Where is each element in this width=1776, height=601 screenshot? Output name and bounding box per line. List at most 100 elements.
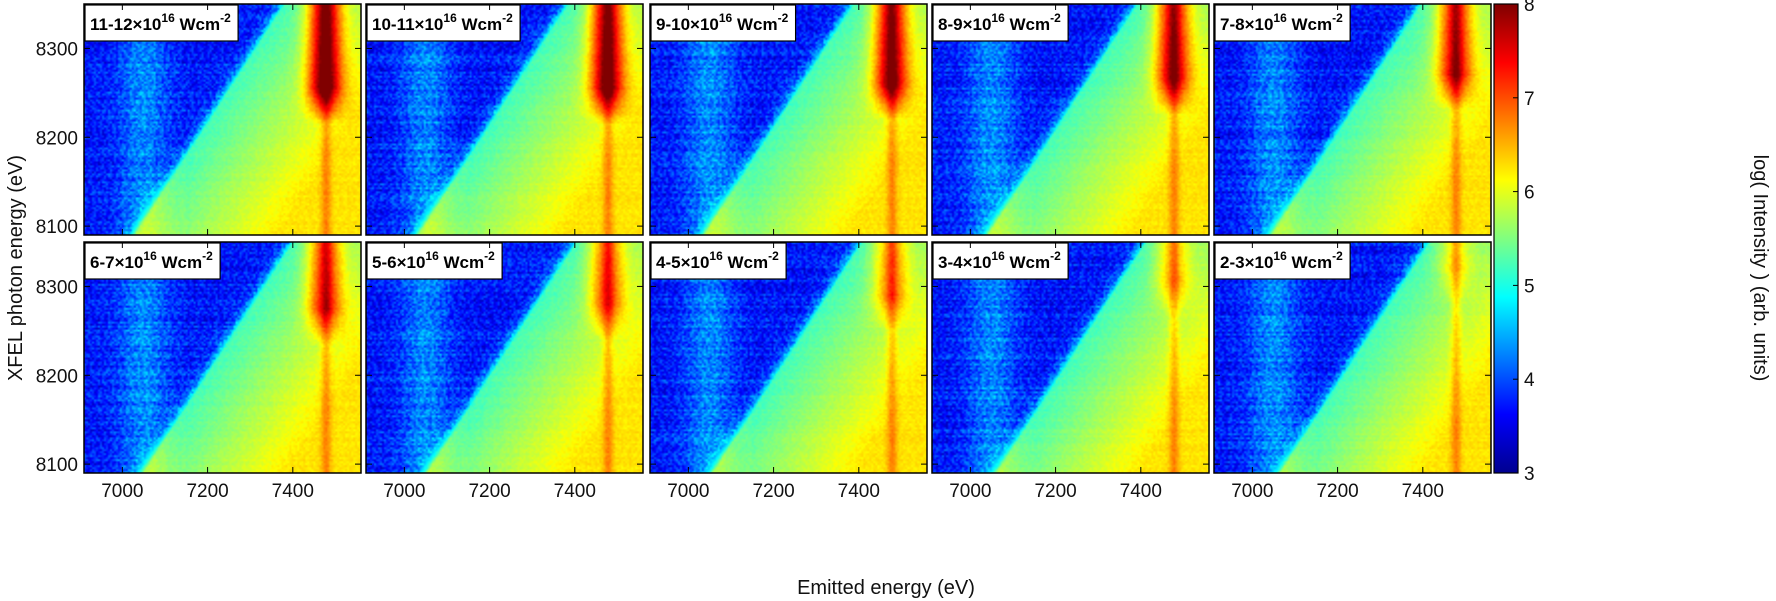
- panel-label-part: 16: [1273, 11, 1287, 25]
- panel-label-part: -2: [778, 11, 789, 25]
- y-tick-label: 8100: [36, 455, 78, 476]
- heatmap-panel: 6-7×1016 Wcm-2: [83, 241, 362, 474]
- panel-label-box: [84, 4, 239, 42]
- panel-label-part: 11-12: [90, 15, 133, 34]
- heatmap-panel: 8-9×1016 Wcm-2: [931, 3, 1210, 236]
- panel-label: 10-11×1016 Wcm-2: [366, 4, 521, 42]
- panel-label-part: Wcm: [457, 15, 502, 34]
- panel-frame: [649, 241, 928, 474]
- panel-label-part: -2: [484, 249, 495, 263]
- colorbar-tick-label: 6: [1524, 183, 1535, 204]
- colorbar-tick-label: 3: [1524, 464, 1535, 485]
- panel-label-box: [932, 242, 1069, 280]
- panel-label-text: 2-3×1016 Wcm-2: [1220, 249, 1343, 272]
- x-tick-label: 7400: [272, 481, 314, 502]
- panel-frame: [1213, 3, 1492, 236]
- panel-label-part: 8-9: [938, 15, 963, 34]
- panel-label-part: ×10: [415, 15, 444, 34]
- panel-label-part: 10-11: [372, 15, 415, 34]
- panel-label-part: 16: [991, 11, 1005, 25]
- panel-label-part: Wcm: [732, 15, 777, 34]
- panel-label-part: -2: [1050, 249, 1061, 263]
- heatmap-panel: 9-10×1016 Wcm-2: [649, 3, 928, 236]
- panel-label-part: 4-5: [656, 253, 681, 272]
- colorbar-tick-label: 5: [1524, 276, 1535, 297]
- heatmap-image: [84, 4, 361, 235]
- y-tick-label: 8300: [36, 39, 78, 60]
- panel-label-text: 8-9×1016 Wcm-2: [938, 11, 1061, 34]
- x-tick-label: 7000: [383, 481, 425, 502]
- x-tick-label: 7200: [1034, 481, 1076, 502]
- colorbar-tick-label: 4: [1524, 370, 1535, 391]
- heatmap-image: [84, 242, 361, 473]
- colorbar-tick-label: 8: [1524, 0, 1535, 16]
- panel-label-part: Wcm: [1287, 15, 1332, 34]
- y-axis-title: XFEL photon energy (eV): [5, 155, 27, 381]
- panel-label-part: ×10: [397, 253, 426, 272]
- heatmap-panel: 3-4×1016 Wcm-2: [931, 241, 1210, 474]
- panel-label: 4-5×1016 Wcm-2: [650, 242, 787, 280]
- x-tick-label: 7400: [554, 481, 596, 502]
- panel-frame: [931, 241, 1210, 474]
- panel-label-text: 5-6×1016 Wcm-2: [372, 249, 495, 272]
- y-tick-label: 8200: [36, 366, 78, 387]
- panel-frame: [365, 241, 644, 474]
- panel-label-part: ×10: [963, 15, 992, 34]
- y-tick-label: 8200: [36, 128, 78, 149]
- panel-label-box: [84, 242, 221, 280]
- panel-label: 2-3×1016 Wcm-2: [1214, 242, 1351, 280]
- panel-label-box: [650, 4, 797, 42]
- panel-label-part: 3-4: [938, 253, 963, 272]
- panel-label: 3-4×1016 Wcm-2: [932, 242, 1069, 280]
- x-tick-label: 7000: [667, 481, 709, 502]
- panel-label-part: 16: [143, 249, 157, 263]
- panel-label-part: 16: [425, 249, 439, 263]
- x-tick-label: 7200: [752, 481, 794, 502]
- panel-label-part: ×10: [133, 15, 162, 34]
- panel-label-part: Wcm: [1005, 15, 1050, 34]
- panel-label-part: -2: [768, 249, 779, 263]
- panel-label-text: 4-5×1016 Wcm-2: [656, 249, 779, 272]
- y-tick-label: 8300: [36, 277, 78, 298]
- heatmap-panel: 7-8×1016 Wcm-2: [1213, 3, 1492, 236]
- panel-label-part: Wcm: [1287, 253, 1332, 272]
- panel-label-part: 16: [1273, 249, 1287, 263]
- panel-label-part: Wcm: [1005, 253, 1050, 272]
- heatmap-image: [650, 4, 927, 235]
- panel-label: 7-8×1016 Wcm-2: [1214, 4, 1351, 42]
- panel-label-part: 5-6: [372, 253, 397, 272]
- panel-label-part: -2: [1332, 249, 1343, 263]
- panel-label-box: [1214, 242, 1351, 280]
- panel-frame: [931, 3, 1210, 236]
- colorbar-ramp: [1493, 3, 1519, 474]
- panel-label-part: -2: [220, 11, 231, 25]
- panel-label-text: 9-10×1016 Wcm-2: [656, 11, 789, 34]
- x-tick-label: 7000: [949, 481, 991, 502]
- panel-label-box: [366, 4, 521, 42]
- colorbar-title: log( Intensity ) (arb. units): [1749, 155, 1771, 382]
- panel-label-box: [366, 242, 503, 280]
- colorbar-tick-label: 7: [1524, 89, 1535, 110]
- panel-label-part: 6-7: [90, 253, 115, 272]
- panel-label-part: ×10: [1245, 15, 1274, 34]
- panel-label-part: -2: [1050, 11, 1061, 25]
- axes: 8100 8200 8300 7000 7200 7400 8100 8200 8300 7000…: [36, 4, 1491, 502]
- heatmap-image: [932, 4, 1209, 235]
- heatmap-panels: 11-12×1016 Wcm-2 10-11×1016 Wcm-2 9-10×101…: [83, 3, 1492, 474]
- x-tick-label: 7400: [838, 481, 880, 502]
- heatmap-panel: 5-6×1016 Wcm-2: [365, 241, 644, 474]
- x-tick-label: 7400: [1120, 481, 1162, 502]
- y-tick-label: 8100: [36, 217, 78, 238]
- heatmap-image: [1214, 4, 1491, 235]
- panel-label-text: 3-4×1016 Wcm-2: [938, 249, 1061, 272]
- panel-label-part: ×10: [1245, 253, 1274, 272]
- panel-label-text: 6-7×1016 Wcm-2: [90, 249, 213, 272]
- panel-label-part: ×10: [681, 253, 710, 272]
- panel-label-part: Wcm: [175, 15, 220, 34]
- panel-label-text: 7-8×1016 Wcm-2: [1220, 11, 1343, 34]
- panel-label: 9-10×1016 Wcm-2: [650, 4, 797, 42]
- panel-label: 11-12×1016 Wcm-2: [84, 4, 239, 42]
- heatmap-image: [932, 242, 1209, 473]
- heatmap-panel: 11-12×1016 Wcm-2: [83, 3, 362, 236]
